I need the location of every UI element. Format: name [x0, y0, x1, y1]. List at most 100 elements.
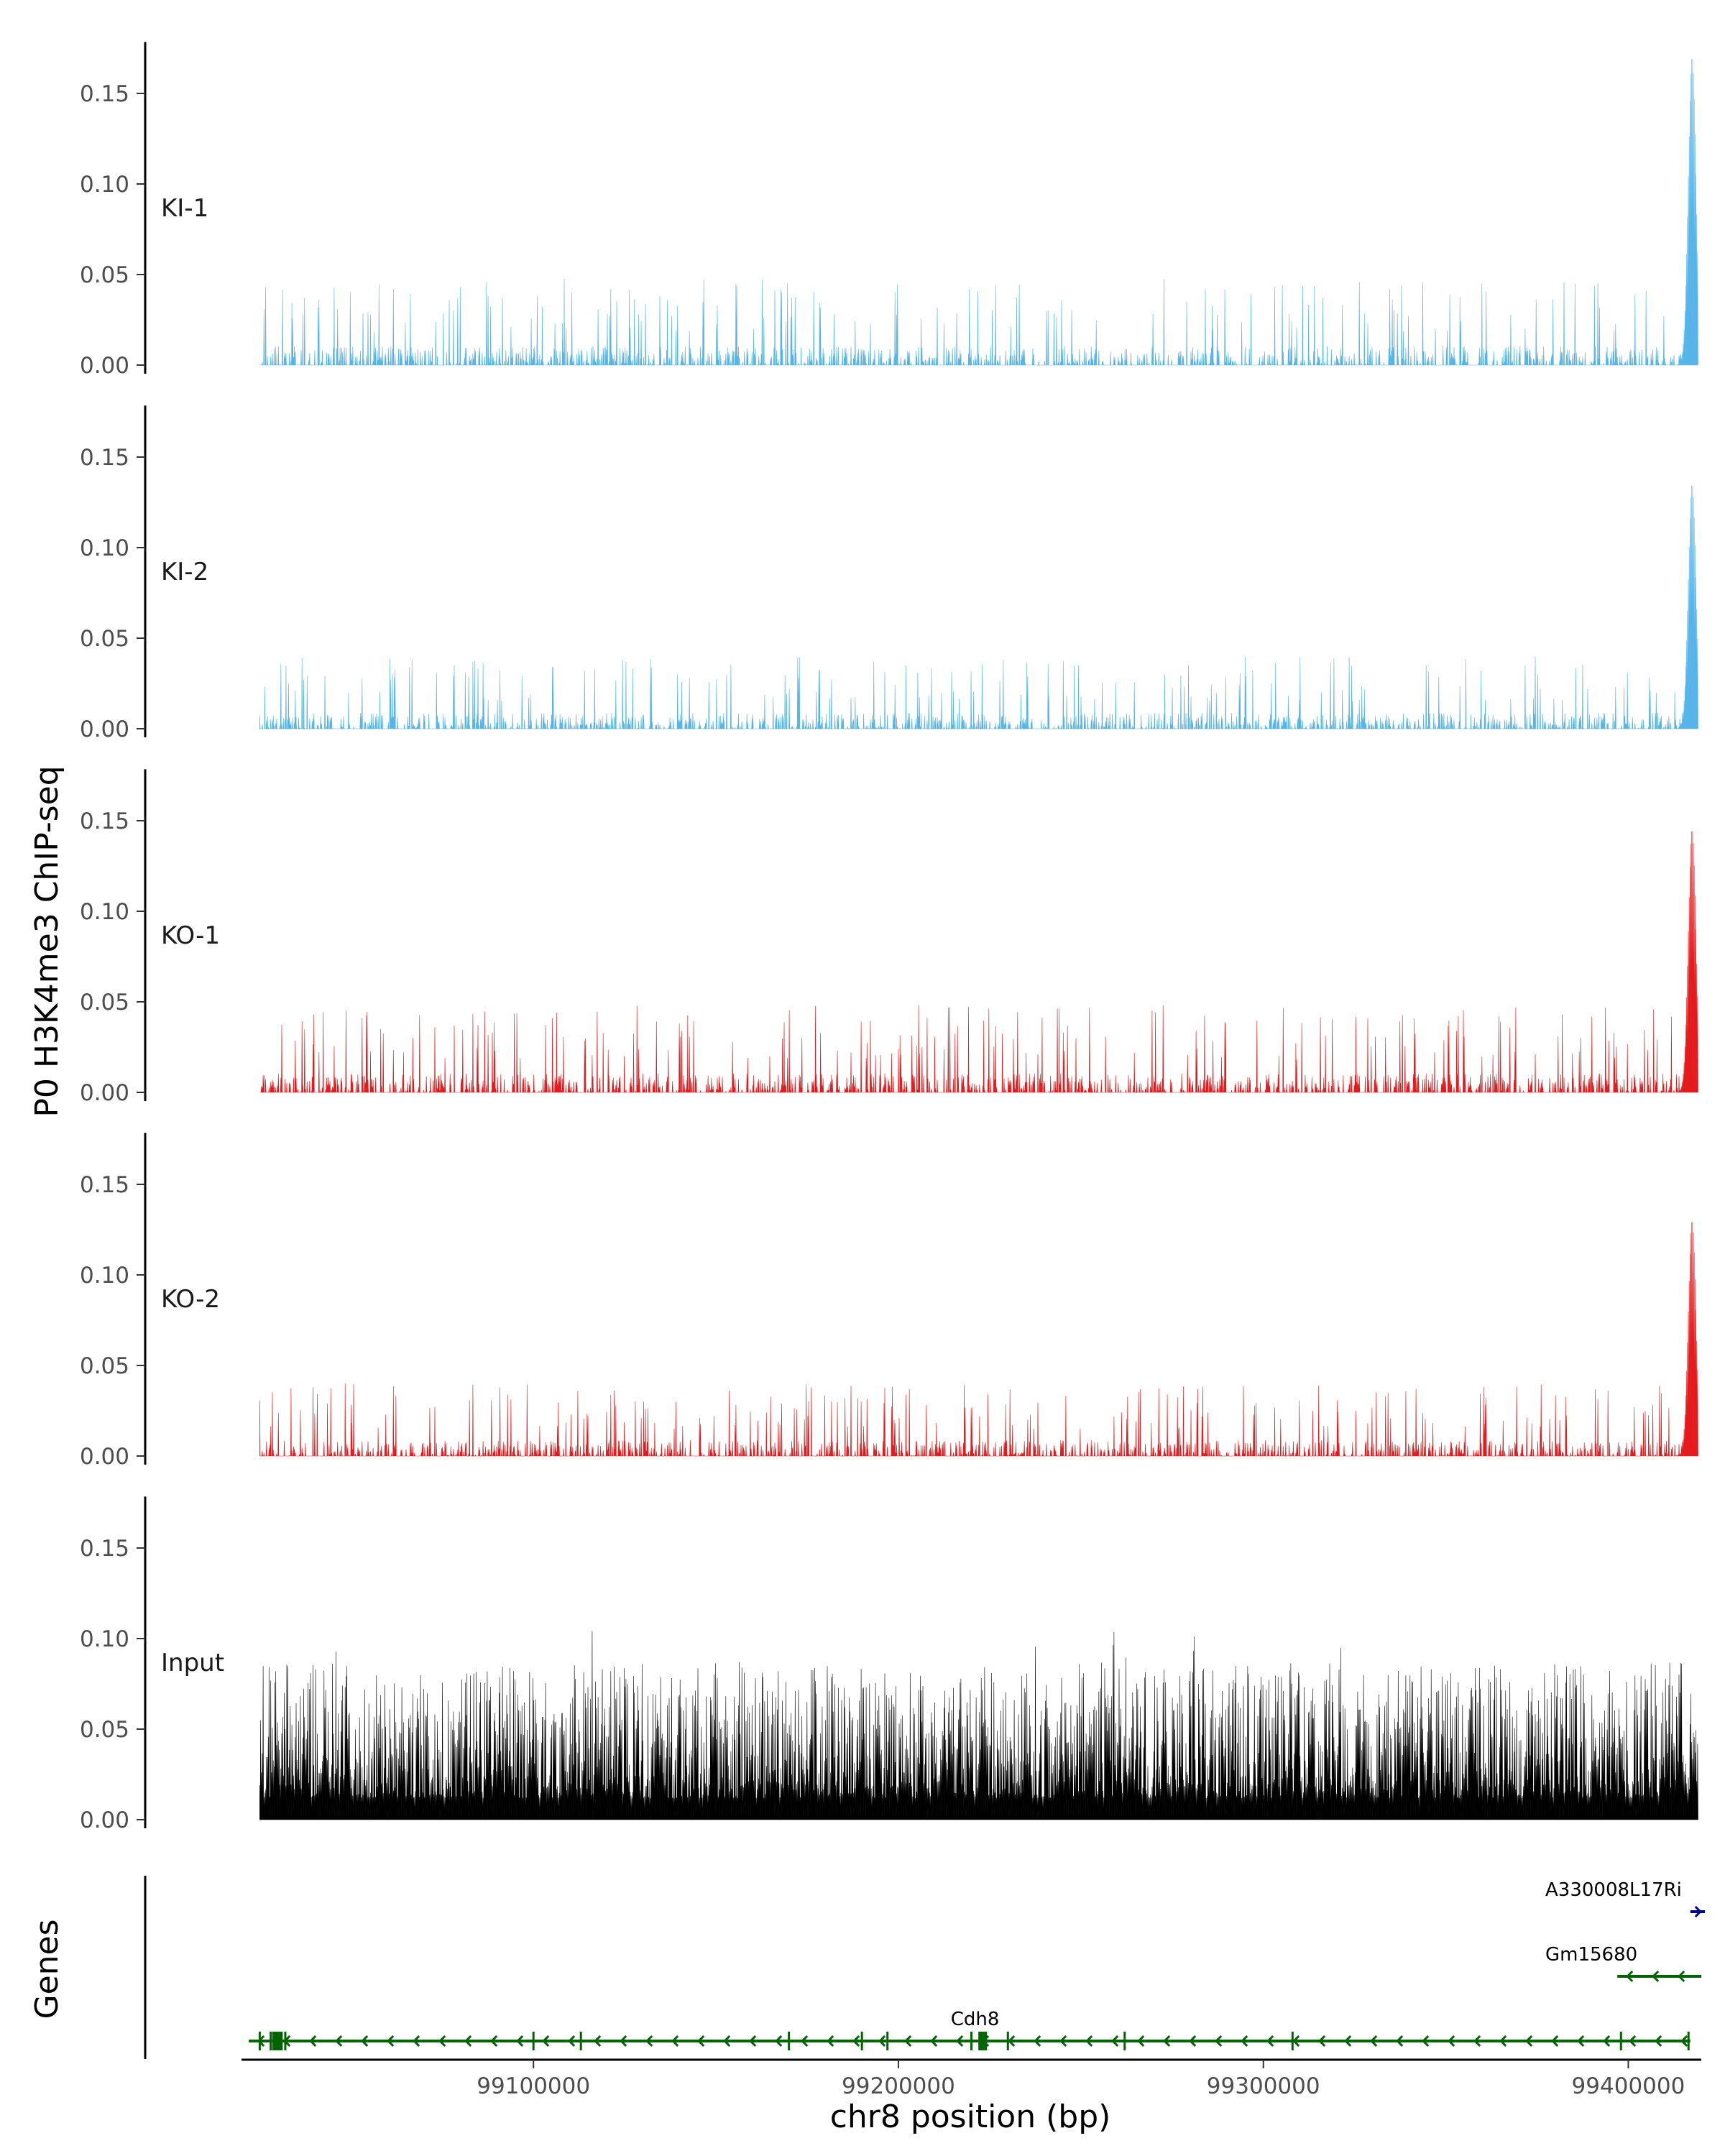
x-tick-label: 99400000	[1572, 2073, 1685, 2099]
strand-arrow	[1626, 1970, 1634, 1983]
strand-arrow	[878, 2035, 886, 2047]
x-axis: 99100000 99200000 99300000 99400000	[242, 2058, 1701, 2099]
strand-arrow	[1603, 2035, 1611, 2047]
y-tick-label: 0.00	[80, 353, 129, 379]
signal-ko-2	[259, 1222, 1698, 1457]
strand-arrow	[309, 2035, 317, 2047]
y-tick-label: 0.10	[80, 1263, 129, 1289]
track-ki-2: 0.00 0.05 0.10 0.15 KI-2	[80, 405, 1698, 742]
exon	[579, 2032, 582, 2050]
y-tick-label: 0.15	[80, 445, 129, 471]
y-tick-label: 0.15	[80, 1172, 129, 1198]
gene-gm15680: Gm15680	[1545, 1944, 1701, 1983]
x-tick-label: 99100000	[477, 2073, 590, 2099]
exon	[272, 2032, 281, 2050]
gene-cdh8: Cdh8	[249, 2009, 1690, 2050]
strand-arrow	[1680, 2035, 1688, 2047]
strand-arrow	[568, 2035, 576, 2047]
x-tick-label: 99200000	[842, 2073, 955, 2099]
y-tick-label: 0.00	[80, 1807, 129, 1833]
strand-arrow	[775, 2035, 783, 2047]
signal-ko-1	[259, 831, 1698, 1094]
y-tick-label: 0.10	[80, 1626, 129, 1652]
strand-arrow	[1292, 2035, 1300, 2047]
strand-arrow	[852, 2035, 860, 2047]
exon	[1619, 2032, 1622, 2050]
strand-arrow	[904, 2035, 912, 2047]
track-ki-1: 0.00 0.05 0.10 0.15 KI-1	[80, 42, 1698, 379]
y-tick-label: 0.05	[80, 990, 129, 1015]
exon	[1687, 2032, 1690, 2050]
strand-arrow	[1422, 2035, 1430, 2047]
strand-arrow	[1163, 2035, 1171, 2047]
strand-arrow	[335, 2035, 343, 2047]
signal-ki-2	[259, 485, 1698, 730]
y-tick-label: 0.10	[80, 172, 129, 198]
gene-a330008l17rik: A330008L17Ri	[1545, 1879, 1706, 1918]
track-label: KI-1	[161, 194, 208, 223]
strand-arrow	[1577, 2035, 1585, 2047]
y-axis-title: P0 H3K4me3 ChIP-seq	[29, 765, 65, 1117]
strand-arrow	[1111, 2035, 1119, 2047]
exon	[788, 2032, 791, 2050]
strand-arrow	[1266, 2035, 1274, 2047]
strand-arrow	[1215, 2035, 1223, 2047]
strand-arrow	[1473, 2035, 1481, 2047]
gene-label: A330008L17Ri	[1545, 1879, 1682, 1901]
strand-arrow	[1085, 2035, 1093, 2047]
exon	[284, 2032, 287, 2050]
strand-arrow	[438, 2035, 446, 2047]
y-tick-label: 0.15	[80, 1536, 129, 1562]
signal-tracks: 0.00 0.05 0.10 0.15 KI-1 0.00 0.05 0.10 0.15 KI-2…	[80, 42, 1698, 1833]
strand-arrow	[1678, 1970, 1685, 1983]
strand-arrow	[1694, 1905, 1702, 1918]
strand-arrow	[1370, 2035, 1378, 2047]
strand-arrow	[1318, 2035, 1326, 2047]
strand-arrow	[1525, 2035, 1533, 2047]
strand-arrow	[1396, 2035, 1404, 2047]
y-tick-label: 0.05	[80, 1353, 129, 1379]
track-label: KO-1	[161, 921, 220, 950]
track-ko-1: 0.00 0.05 0.10 0.15 KO-1	[80, 769, 1698, 1106]
track-label: KO-2	[161, 1285, 220, 1314]
track-label: Input	[161, 1649, 224, 1677]
strand-arrow	[697, 2035, 705, 2047]
exon	[532, 2032, 535, 2050]
y-tick-label: 0.15	[80, 81, 129, 107]
exon	[258, 2032, 261, 2050]
strand-arrow	[956, 2035, 964, 2047]
y-tick-label: 0.05	[80, 1717, 129, 1743]
y-tick-label: 0.10	[80, 535, 129, 561]
strand-arrow	[464, 2035, 472, 2047]
exon	[1291, 2032, 1294, 2050]
strand-arrow	[1344, 2035, 1352, 2047]
strand-arrow	[1008, 2035, 1016, 2047]
strand-arrow	[723, 2035, 731, 2047]
x-axis-title: chr8 position (bp)	[830, 2099, 1111, 2135]
exon	[970, 2032, 972, 2050]
strand-arrow	[542, 2035, 550, 2047]
y-tick-label: 0.00	[80, 1080, 129, 1106]
strand-arrow	[516, 2035, 524, 2047]
genes-panel-title: Genes	[29, 1919, 65, 2019]
strand-arrow	[1448, 2035, 1455, 2047]
exon	[1123, 2032, 1126, 2050]
strand-arrow	[1629, 2035, 1637, 2047]
strand-arrow	[620, 2035, 627, 2047]
y-tick-label: 0.00	[80, 1444, 129, 1470]
strand-arrow	[671, 2035, 679, 2047]
signal-input	[259, 1631, 1698, 1820]
strand-arrow	[413, 2035, 420, 2047]
exon	[1006, 2032, 1009, 2050]
y-tick-label: 0.05	[80, 626, 129, 652]
strand-arrow	[749, 2035, 757, 2047]
strand-arrow	[1551, 2035, 1559, 2047]
strand-arrow	[1499, 2035, 1507, 2047]
gene-label: Gm15680	[1545, 1944, 1637, 1966]
strand-arrow	[1241, 2035, 1248, 2047]
strand-arrow	[387, 2035, 395, 2047]
y-tick-label: 0.05	[80, 262, 129, 288]
y-tick-label: 0.00	[80, 717, 129, 742]
exon	[886, 2032, 889, 2050]
strand-arrow	[1655, 2035, 1662, 2047]
